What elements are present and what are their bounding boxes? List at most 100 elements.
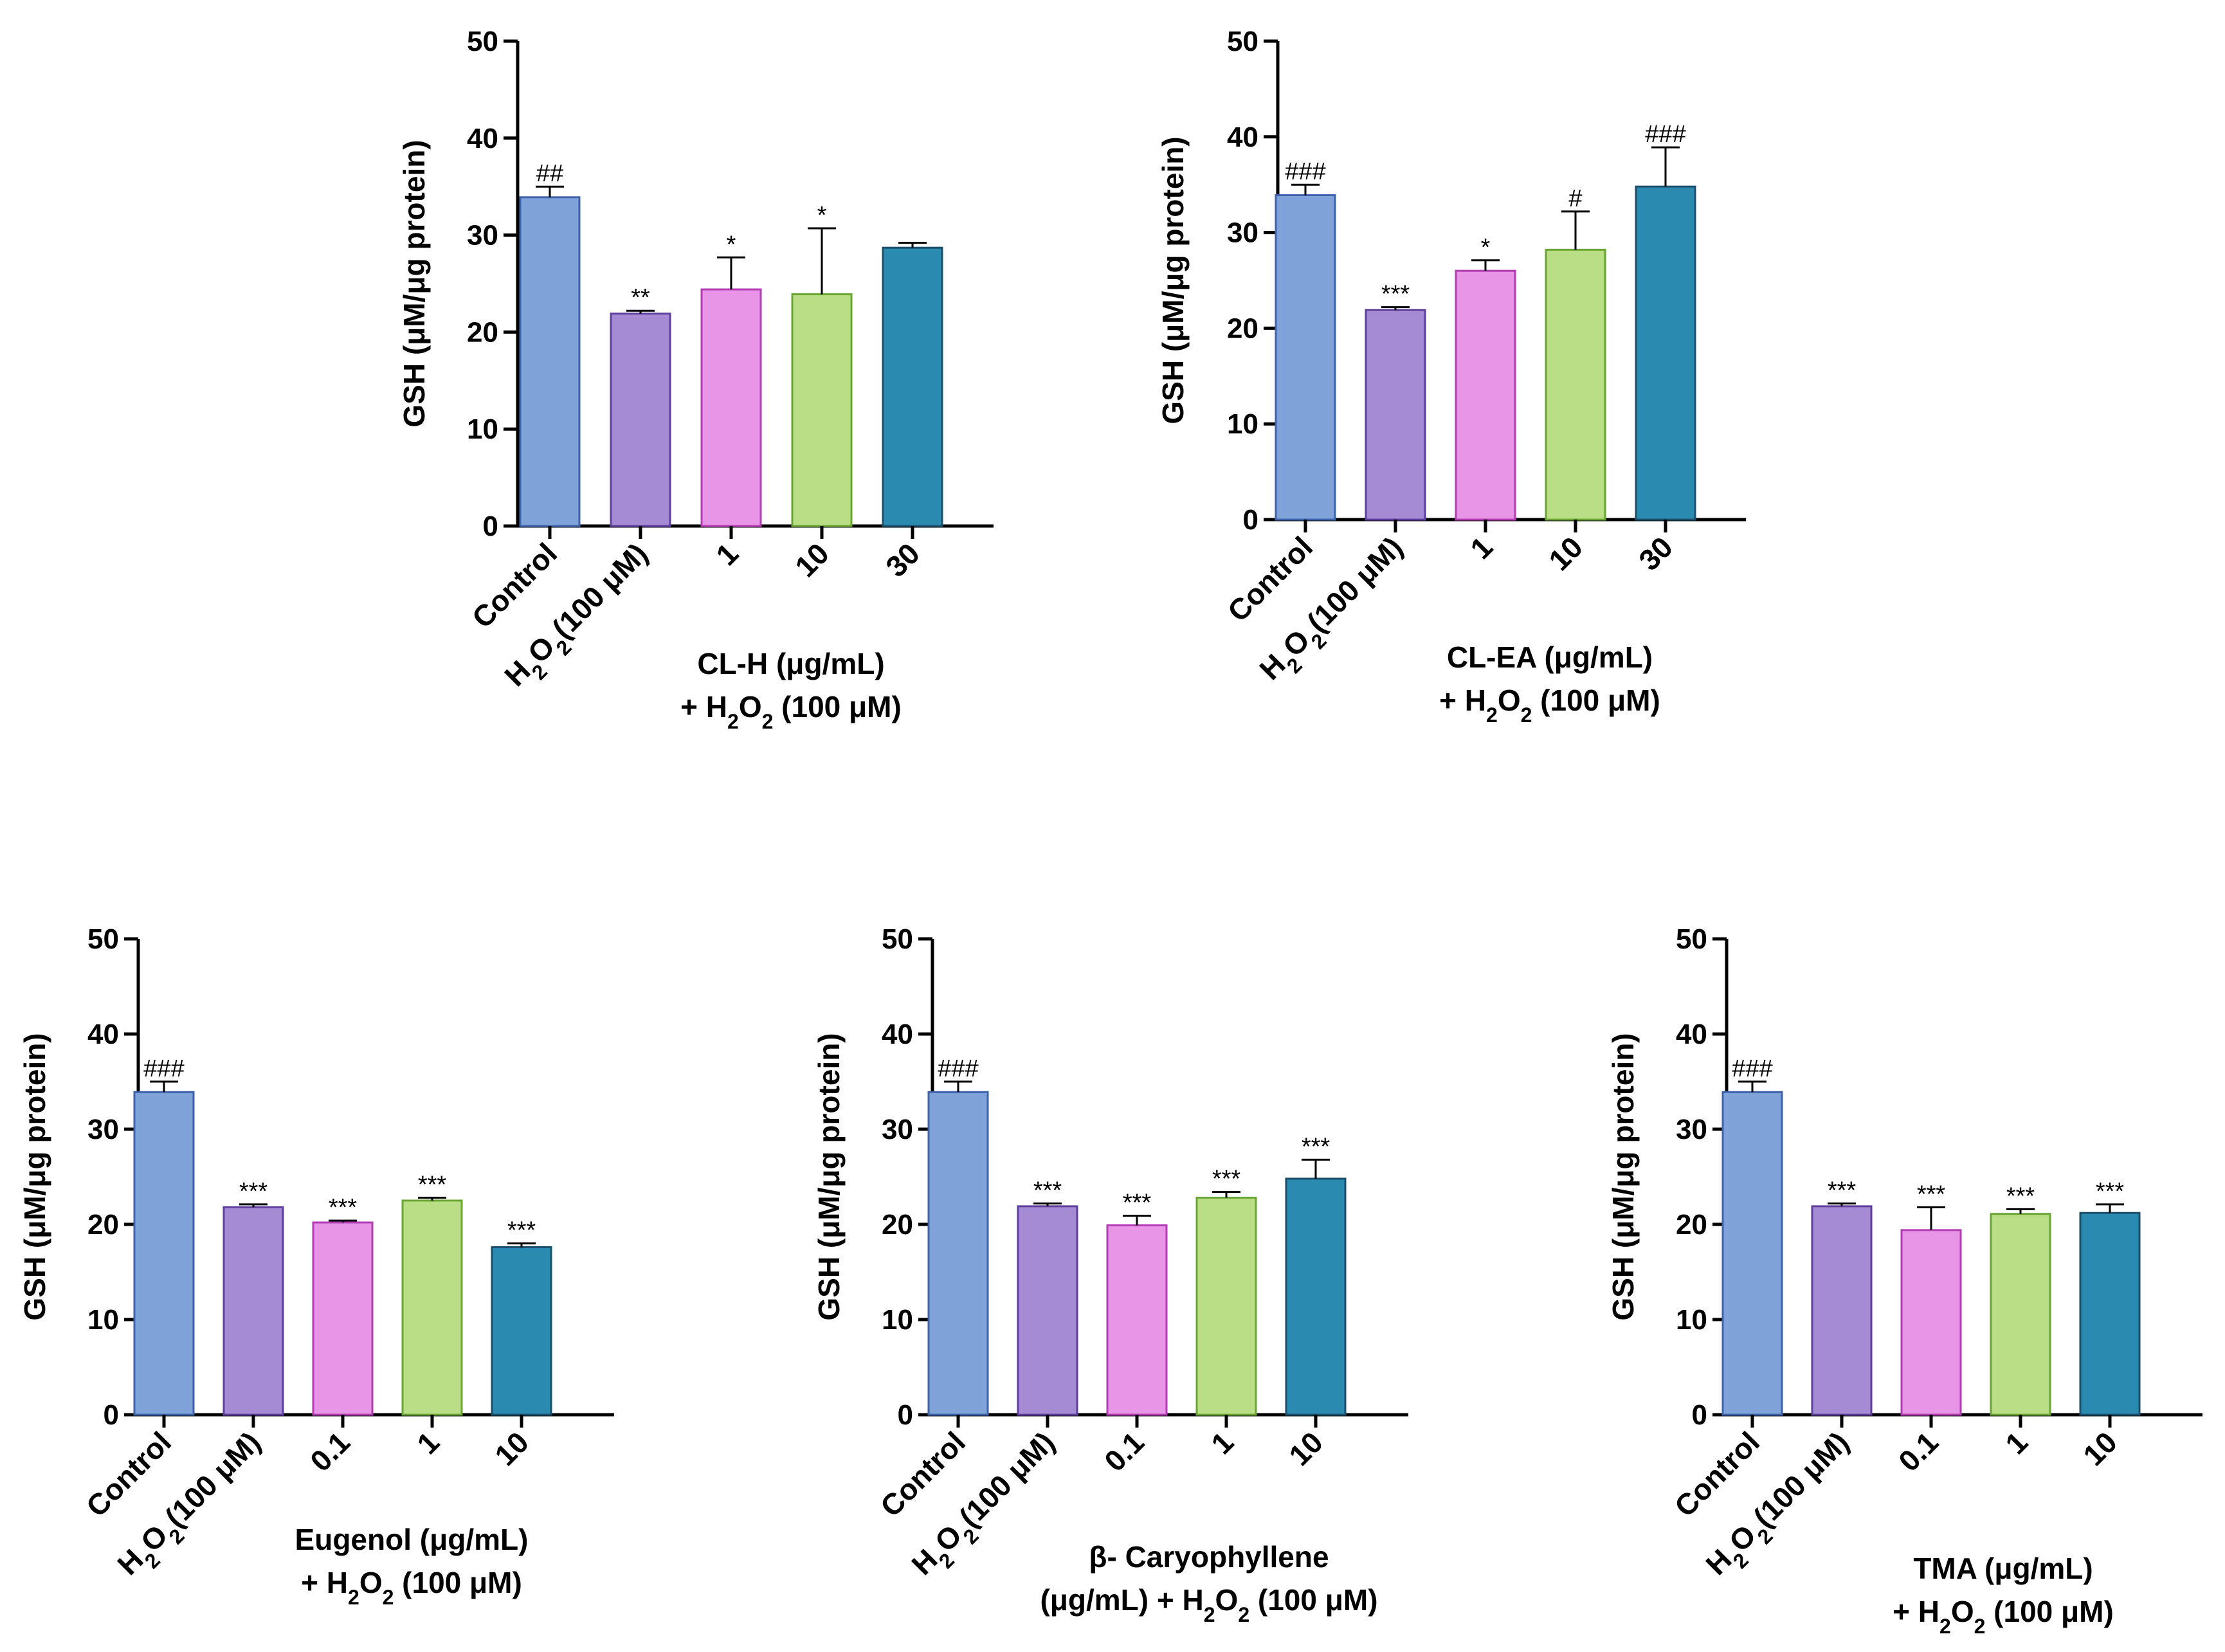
bar-4 [1545,248,1606,521]
x-tick-label: 30 [879,536,926,583]
group-label-line2: + H2O2 (100 μM) [1439,684,1660,727]
group-label-line1: CL-EA (μg/mL) [1447,640,1653,674]
y-tick-label: 10 [882,1304,913,1336]
y-axis-label: GSH (μM/μg protein) [18,1033,51,1320]
bar-1 [133,1091,195,1416]
y-axis-label: GSH (μM/μg protein) [397,140,431,427]
y-tick-label: 50 [1676,923,1707,955]
y-tick-label: 40 [882,1019,913,1050]
y-tick-label: 20 [882,1209,913,1240]
bar-3 [1900,1229,1962,1416]
significance-label: ### [1285,158,1325,185]
group-label-line2: + H2O2 (100 μM) [680,690,902,733]
x-tick-label: 0.1 [304,1425,356,1478]
bar-2 [610,313,671,527]
y-tick-label: 50 [467,26,498,57]
significance-label: ### [1645,121,1685,148]
significance-label: *** [1381,281,1410,308]
y-tick-label: 10 [467,413,498,445]
x-tick-label: 30 [1632,530,1679,577]
y-tick-label: 40 [87,1019,119,1050]
x-tick-label: 1 [1464,530,1499,565]
bar-1 [519,196,581,527]
significance-label: *** [2096,1178,2125,1205]
significance-label: *** [1828,1177,1857,1204]
y-axis-label: GSH (μM/μg protein) [1606,1033,1640,1320]
bar-2 [1017,1205,1078,1416]
y-tick-label: 30 [1676,1114,1707,1145]
y-tick-label: 40 [467,123,498,154]
y-tick-label: 0 [104,1399,119,1431]
bar-4 [1195,1197,1257,1416]
y-tick-label: 50 [882,923,913,955]
y-tick-label: 30 [1227,217,1258,249]
significance-label: * [817,202,827,229]
bar-3 [1455,269,1516,521]
x-tick-label: 10 [2076,1425,2123,1472]
bar-1 [927,1091,989,1416]
bar-4 [791,293,853,527]
group-label-line2: (μg/mL) + H2O2 (100 μM) [1040,1583,1377,1626]
bar-5 [882,246,943,527]
bar-5 [491,1246,552,1416]
bar-3 [700,288,762,527]
y-tick-label: 20 [87,1209,119,1240]
x-tick-label: 10 [1542,530,1589,577]
significance-label: *** [1302,1133,1330,1160]
y-tick-label: 50 [87,923,119,955]
significance-label: ### [1732,1055,1772,1082]
group-label-line1: CL-H (μg/mL) [697,647,884,680]
bar-4 [1990,1213,2051,1416]
significance-label: *** [507,1217,536,1244]
y-tick-label: 0 [483,511,498,542]
y-axis-label: GSH (μM/μg protein) [812,1033,846,1320]
group-label-line1: Eugenol (μg/mL) [295,1523,529,1556]
y-axis-label: GSH (μM/μg protein) [1156,136,1190,424]
bar-5 [1285,1177,1347,1416]
y-tick-label: 20 [467,316,498,348]
bar-5 [1635,185,1696,521]
y-tick-label: 10 [1227,408,1258,440]
x-tick-label: 10 [1282,1425,1329,1472]
y-tick-label: 0 [1692,1399,1707,1431]
y-tick-label: 30 [467,220,498,251]
y-tick-label: 10 [1676,1304,1707,1336]
significance-label: ## [536,160,563,187]
x-tick-label: 1 [709,536,745,572]
bar-1 [1721,1091,1783,1416]
significance-label: *** [2006,1183,2035,1210]
bar-2 [222,1206,284,1416]
bar-3 [1106,1224,1168,1416]
significance-label: ** [631,284,650,311]
y-tick-label: 0 [898,1399,913,1431]
significance-label: *** [1123,1190,1152,1217]
y-tick-label: 10 [87,1304,119,1336]
significance-label: * [1481,234,1491,261]
significance-label: *** [1033,1177,1062,1204]
y-tick-label: 0 [1243,504,1258,536]
y-tick-label: 30 [87,1114,119,1145]
x-tick-label: 1 [1999,1425,2034,1460]
significance-label: *** [239,1178,268,1205]
significance-label: *** [1212,1166,1241,1193]
bar-3 [312,1221,374,1416]
x-tick-label: 0.1 [1892,1425,1945,1478]
significance-label: *** [1917,1181,1946,1208]
bar-1 [1275,194,1336,521]
group-label-line1: β- Caryophyllene [1089,1540,1329,1574]
x-tick-label: 1 [1204,1425,1240,1460]
x-tick-label: 10 [488,1425,535,1472]
significance-label: * [727,231,736,258]
y-tick-label: 40 [1227,122,1258,153]
y-tick-label: 20 [1676,1209,1707,1240]
significance-label: *** [329,1194,358,1221]
y-tick-label: 30 [882,1114,913,1145]
bar-2 [1811,1205,1873,1416]
y-tick-label: 40 [1676,1019,1707,1050]
